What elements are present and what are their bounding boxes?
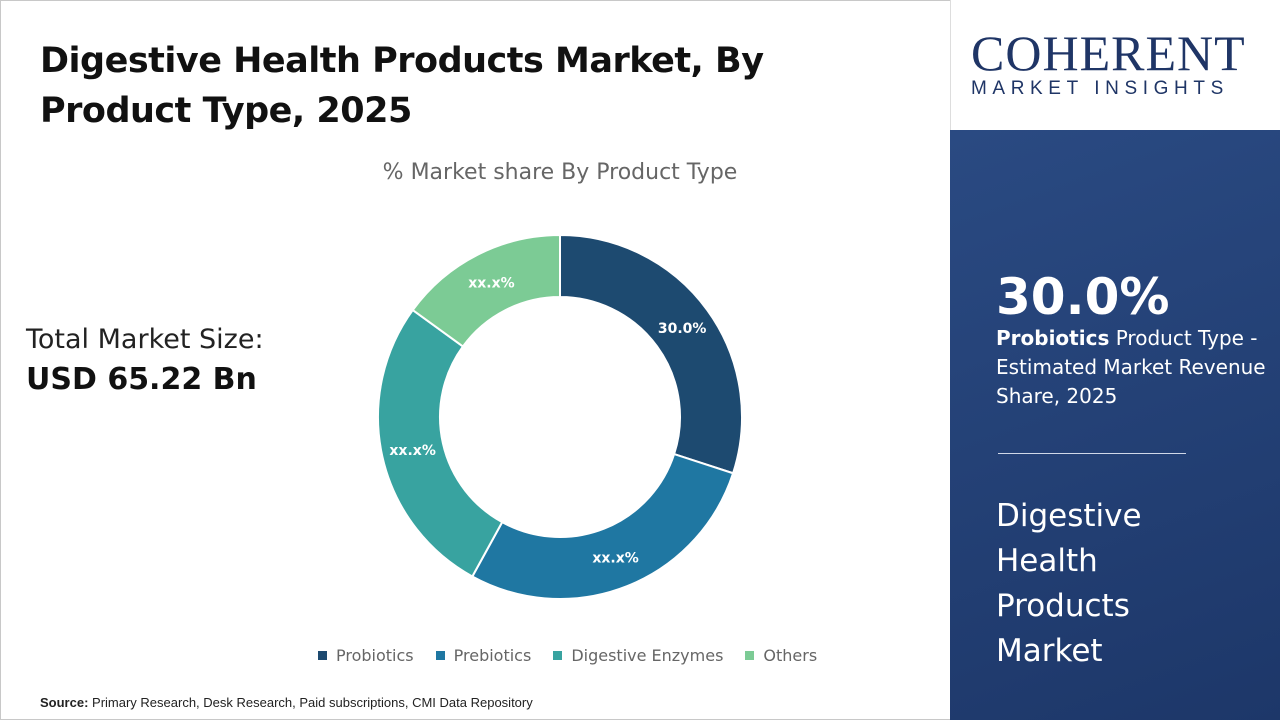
source-label: Source: [40, 695, 89, 710]
data-label: 30.0% [658, 321, 707, 337]
donut-slice-others [411, 233, 561, 348]
logo-subtext: MARKET INSIGHTS [971, 78, 1229, 99]
donut-slice-prebiotics [470, 452, 735, 600]
donut-slice-digestive-enzymes [377, 308, 504, 578]
legend-item: Digestive Enzymes [553, 646, 723, 665]
legend-label: Probiotics [336, 646, 414, 665]
legend-item: Others [745, 646, 817, 665]
data-label: xx.x% [389, 443, 435, 459]
legend-swatch [318, 651, 327, 660]
data-label: xx.x% [468, 275, 514, 291]
highlight-percent: 30.0% [996, 268, 1170, 326]
highlight-description: Probiotics Product Type - Estimated Mark… [996, 324, 1266, 411]
legend-swatch [435, 651, 445, 660]
market-name: Digestive Health Products Market [996, 498, 1142, 669]
source-text: Primary Research, Desk Research, Paid su… [92, 695, 533, 710]
donut-chart: 30.0% xx.x% xx.x% xx.x% [377, 233, 743, 600]
total-market-label: Total Market Size: [26, 324, 264, 355]
chart-title: % Market share By Product Type [382, 160, 738, 185]
legend-label: Prebiotics [453, 646, 532, 665]
logo-text: COHERENT [971, 25, 1246, 81]
data-label: xx.x% [592, 550, 638, 566]
total-market-value: USD 65.22 Bn [26, 362, 257, 397]
page-title: Digestive Health Products Market, By Pro… [40, 41, 764, 131]
legend-swatch [745, 651, 755, 660]
highlight-segment: Probiotics [996, 326, 1110, 350]
legend-item: Probiotics [318, 646, 414, 665]
chart-legend: Probiotics Prebiotics Digestive Enzymes Oth… [318, 646, 817, 665]
legend-item: Prebiotics [435, 646, 532, 665]
divider [998, 453, 1186, 454]
highlight-text: Product Type - Estimated Market Revenue … [996, 326, 1266, 408]
legend-label: Others [763, 646, 818, 665]
logo: COHERENT MARKET INSIGHTS [950, 0, 1280, 130]
highlight-panel: 30.0% Probiotics Product Type - Estimate… [950, 130, 1280, 720]
legend-label: Digestive Enzymes [571, 646, 724, 665]
legend-swatch [553, 651, 563, 660]
donut-slice-probiotics [559, 233, 743, 475]
source-note: Source: Primary Research, Desk Research,… [40, 695, 533, 710]
